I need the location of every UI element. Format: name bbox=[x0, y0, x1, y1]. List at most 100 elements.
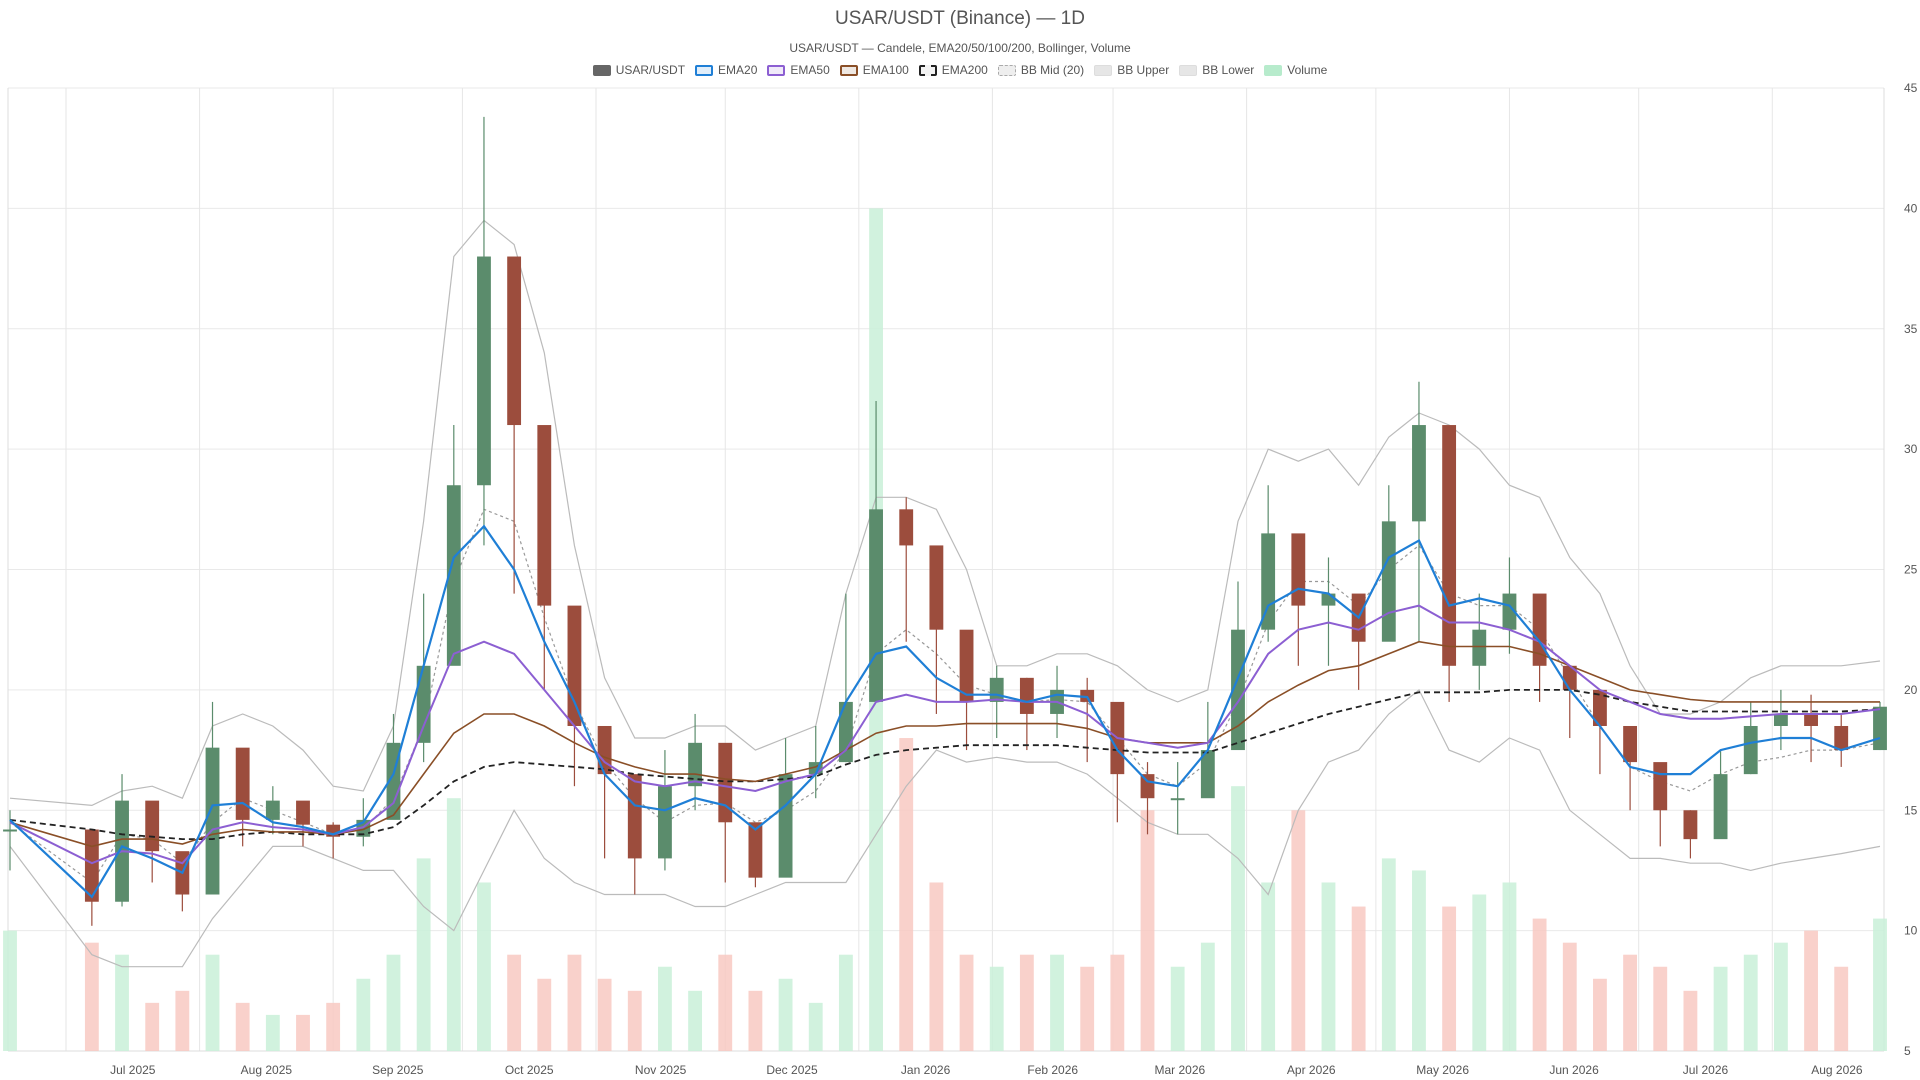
volume-bar bbox=[1019, 954, 1034, 1051]
y-tick-label: 30 bbox=[1904, 442, 1918, 456]
volume-bar bbox=[356, 978, 371, 1051]
volume-bar bbox=[265, 1014, 280, 1051]
legend-item[interactable]: BB Lower bbox=[1179, 63, 1254, 77]
legend-swatch bbox=[1179, 64, 1198, 76]
volume-bar bbox=[688, 990, 703, 1051]
legend-label: USAR/USDT bbox=[615, 63, 686, 77]
volume-bar bbox=[1593, 978, 1607, 1051]
bb-upper-line bbox=[9, 219, 1881, 807]
x-tick-label: Mar 2026 bbox=[1154, 1063, 1205, 1077]
volume-bar bbox=[446, 798, 461, 1051]
volume-bar bbox=[1080, 966, 1095, 1051]
candle-body bbox=[507, 256, 522, 426]
chart-title: USAR/USDT (Binance) — 1D bbox=[835, 8, 1085, 29]
volume-bar bbox=[1834, 966, 1849, 1051]
candle-body bbox=[658, 786, 672, 859]
x-tick-label: May 2026 bbox=[1416, 1063, 1469, 1077]
candle-body bbox=[838, 701, 853, 763]
volume-bar bbox=[1381, 858, 1396, 1051]
volume-bar bbox=[959, 954, 974, 1051]
chart-subtitle: USAR/USDT — Candele, EMA20/50/100/200, B… bbox=[789, 41, 1131, 55]
candle-body bbox=[869, 509, 883, 702]
y-tick-label: 35 bbox=[1904, 322, 1918, 336]
candle-body bbox=[929, 545, 944, 630]
legend-label: EMA20 bbox=[718, 63, 758, 77]
volume-bar bbox=[296, 1014, 310, 1051]
legend-label: Volume bbox=[1287, 63, 1328, 77]
legend-item[interactable]: USAR/USDT bbox=[592, 63, 686, 77]
legend-swatch bbox=[997, 64, 1016, 76]
legend-swatch bbox=[695, 64, 714, 76]
volume-bar bbox=[899, 738, 914, 1051]
legend-swatch bbox=[918, 64, 937, 76]
candle-body bbox=[1019, 677, 1034, 714]
y-tick-label: 45 bbox=[1904, 81, 1918, 95]
candle-body bbox=[989, 677, 1004, 702]
volume-bar bbox=[1442, 906, 1457, 1051]
y-tick-label: 20 bbox=[1904, 683, 1918, 697]
bb-lower-line bbox=[9, 688, 1881, 968]
candle-body bbox=[899, 509, 914, 546]
volume-bar bbox=[416, 858, 431, 1051]
volume-bar bbox=[989, 966, 1004, 1051]
volume-bar bbox=[1472, 894, 1487, 1051]
volume-bar bbox=[1743, 954, 1758, 1051]
candle-body bbox=[235, 747, 250, 820]
x-tick-label: Apr 2026 bbox=[1287, 1063, 1336, 1077]
volume-bar bbox=[145, 1002, 160, 1051]
volume-bar bbox=[205, 954, 220, 1051]
legend-label: BB Upper bbox=[1117, 63, 1170, 77]
legend-label: BB Lower bbox=[1202, 63, 1255, 77]
candle-body bbox=[477, 256, 491, 486]
legend-item[interactable]: BB Upper bbox=[1094, 63, 1169, 77]
ema20-line bbox=[9, 524, 1881, 899]
candle-body bbox=[1412, 425, 1426, 522]
candle-body bbox=[1743, 725, 1758, 775]
volume-bar bbox=[1873, 918, 1887, 1051]
legend-swatch bbox=[1094, 64, 1113, 76]
volume-bar bbox=[1110, 954, 1125, 1051]
volume-bar bbox=[627, 990, 642, 1051]
y-tick-label: 10 bbox=[1904, 924, 1918, 938]
volume-bar bbox=[507, 954, 522, 1051]
legend-swatch bbox=[767, 64, 786, 76]
candle-body bbox=[959, 629, 974, 702]
legend-item[interactable]: EMA100 bbox=[839, 63, 909, 77]
legend-item[interactable]: EMA200 bbox=[918, 63, 988, 77]
legend-label: EMA50 bbox=[790, 63, 830, 77]
legend-item[interactable]: EMA20 bbox=[695, 63, 757, 77]
legend-item[interactable]: EMA50 bbox=[767, 63, 830, 77]
candle-body bbox=[1170, 798, 1185, 801]
volume-bar bbox=[748, 990, 763, 1051]
x-tick-label: Dec 2025 bbox=[766, 1063, 818, 1077]
candle-body bbox=[1231, 629, 1245, 751]
volume-bar bbox=[658, 966, 672, 1051]
legend-swatch bbox=[839, 64, 858, 76]
candle-body bbox=[1472, 629, 1487, 666]
candle-body bbox=[1623, 725, 1638, 763]
candle-body bbox=[1653, 762, 1668, 811]
candle-body bbox=[1502, 593, 1517, 630]
candle-body bbox=[1593, 689, 1607, 726]
candle-body bbox=[1773, 713, 1788, 726]
volume-bar bbox=[386, 954, 401, 1051]
volume-bar bbox=[567, 954, 582, 1051]
volume-bar bbox=[1231, 786, 1245, 1051]
candle-body bbox=[1080, 689, 1095, 702]
x-tick-label: Feb 2026 bbox=[1027, 1063, 1078, 1077]
y-tick-label: 40 bbox=[1904, 201, 1918, 215]
legend-item[interactable]: Volume bbox=[1264, 63, 1327, 77]
candle-body bbox=[567, 605, 582, 726]
volume-bar bbox=[1683, 990, 1698, 1051]
x-tick-label: Jan 2026 bbox=[901, 1063, 951, 1077]
volume-bar bbox=[477, 882, 491, 1051]
legend-item[interactable]: BB Mid (20) bbox=[997, 63, 1084, 77]
volume-bar bbox=[1200, 942, 1215, 1051]
x-tick-label: Aug 2026 bbox=[1811, 1063, 1863, 1077]
volume-bar bbox=[1562, 942, 1577, 1051]
candle-body bbox=[145, 800, 160, 852]
volume-bar bbox=[1351, 906, 1366, 1051]
candle-body bbox=[748, 822, 763, 878]
